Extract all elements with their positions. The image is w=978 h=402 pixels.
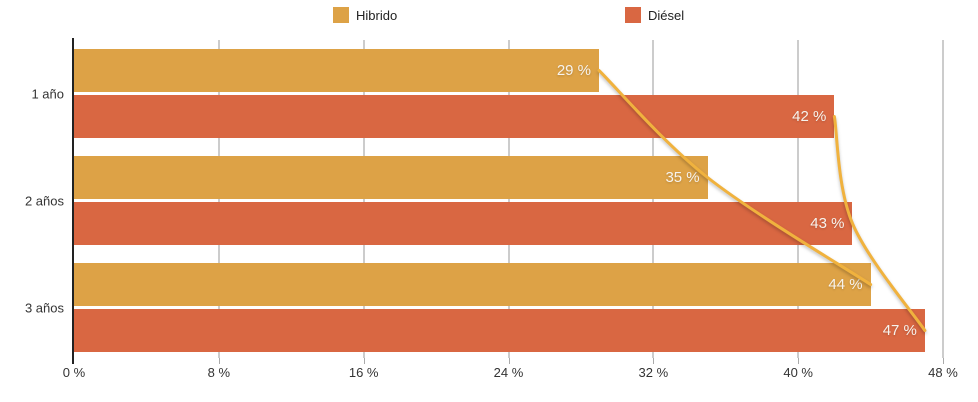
y-axis-line: [72, 38, 74, 364]
bar-hibrido-1[interactable]: 29 %: [74, 49, 600, 92]
bar-value-label: 47 %: [882, 322, 917, 339]
bar-diesel-3[interactable]: 47 %: [74, 309, 925, 352]
x-tick-label: 8 %: [207, 365, 231, 380]
tick-mark: [943, 358, 944, 364]
tick-mark: [218, 358, 220, 364]
x-tick-label: 16 %: [348, 365, 379, 380]
bar-value-label: 43 %: [810, 215, 845, 232]
category-label: 1 año: [31, 86, 64, 101]
bar-hibrido-2[interactable]: 35 %: [74, 156, 708, 199]
bar-value-label: 29 %: [556, 62, 592, 79]
legend-swatch-icon: [625, 7, 641, 23]
category-label: 3 años: [24, 300, 64, 315]
tick-mark: [798, 358, 800, 364]
gridline: [507, 40, 510, 358]
gridline: [942, 40, 944, 358]
x-tick-label: 40 %: [783, 365, 813, 380]
tick-mark: [653, 358, 655, 364]
legend-item-hibrido[interactable]: Hibrido: [333, 7, 397, 23]
bar-hibrido-3[interactable]: 44 %: [74, 263, 871, 306]
bar-diesel-1[interactable]: 42 %: [74, 95, 835, 138]
legend-label: Diésel: [648, 7, 685, 23]
bar-value-label: 42 %: [792, 108, 827, 125]
tick-mark: [508, 358, 510, 364]
tick-mark: [363, 358, 365, 364]
bar-diesel-2[interactable]: 43 %: [74, 202, 853, 245]
bar-value-label: 35 %: [665, 169, 700, 186]
gridline: [217, 40, 220, 358]
x-tick-label: 0 %: [62, 365, 86, 380]
plot-area: 29 % 42 % 35 % 43 % 44 % 47 %: [74, 40, 944, 358]
x-tick-label: 24 %: [493, 365, 524, 380]
x-tick-label: 32 %: [638, 365, 669, 380]
legend-item-diesel[interactable]: Diésel: [625, 7, 684, 23]
x-tick-label: 48 %: [928, 365, 958, 380]
category-label: 2 años: [24, 193, 64, 208]
bar-value-label: 44 %: [828, 276, 863, 293]
gridline: [362, 40, 365, 358]
legend-swatch-icon: [333, 7, 349, 23]
legend-label: Hibrido: [356, 7, 398, 23]
